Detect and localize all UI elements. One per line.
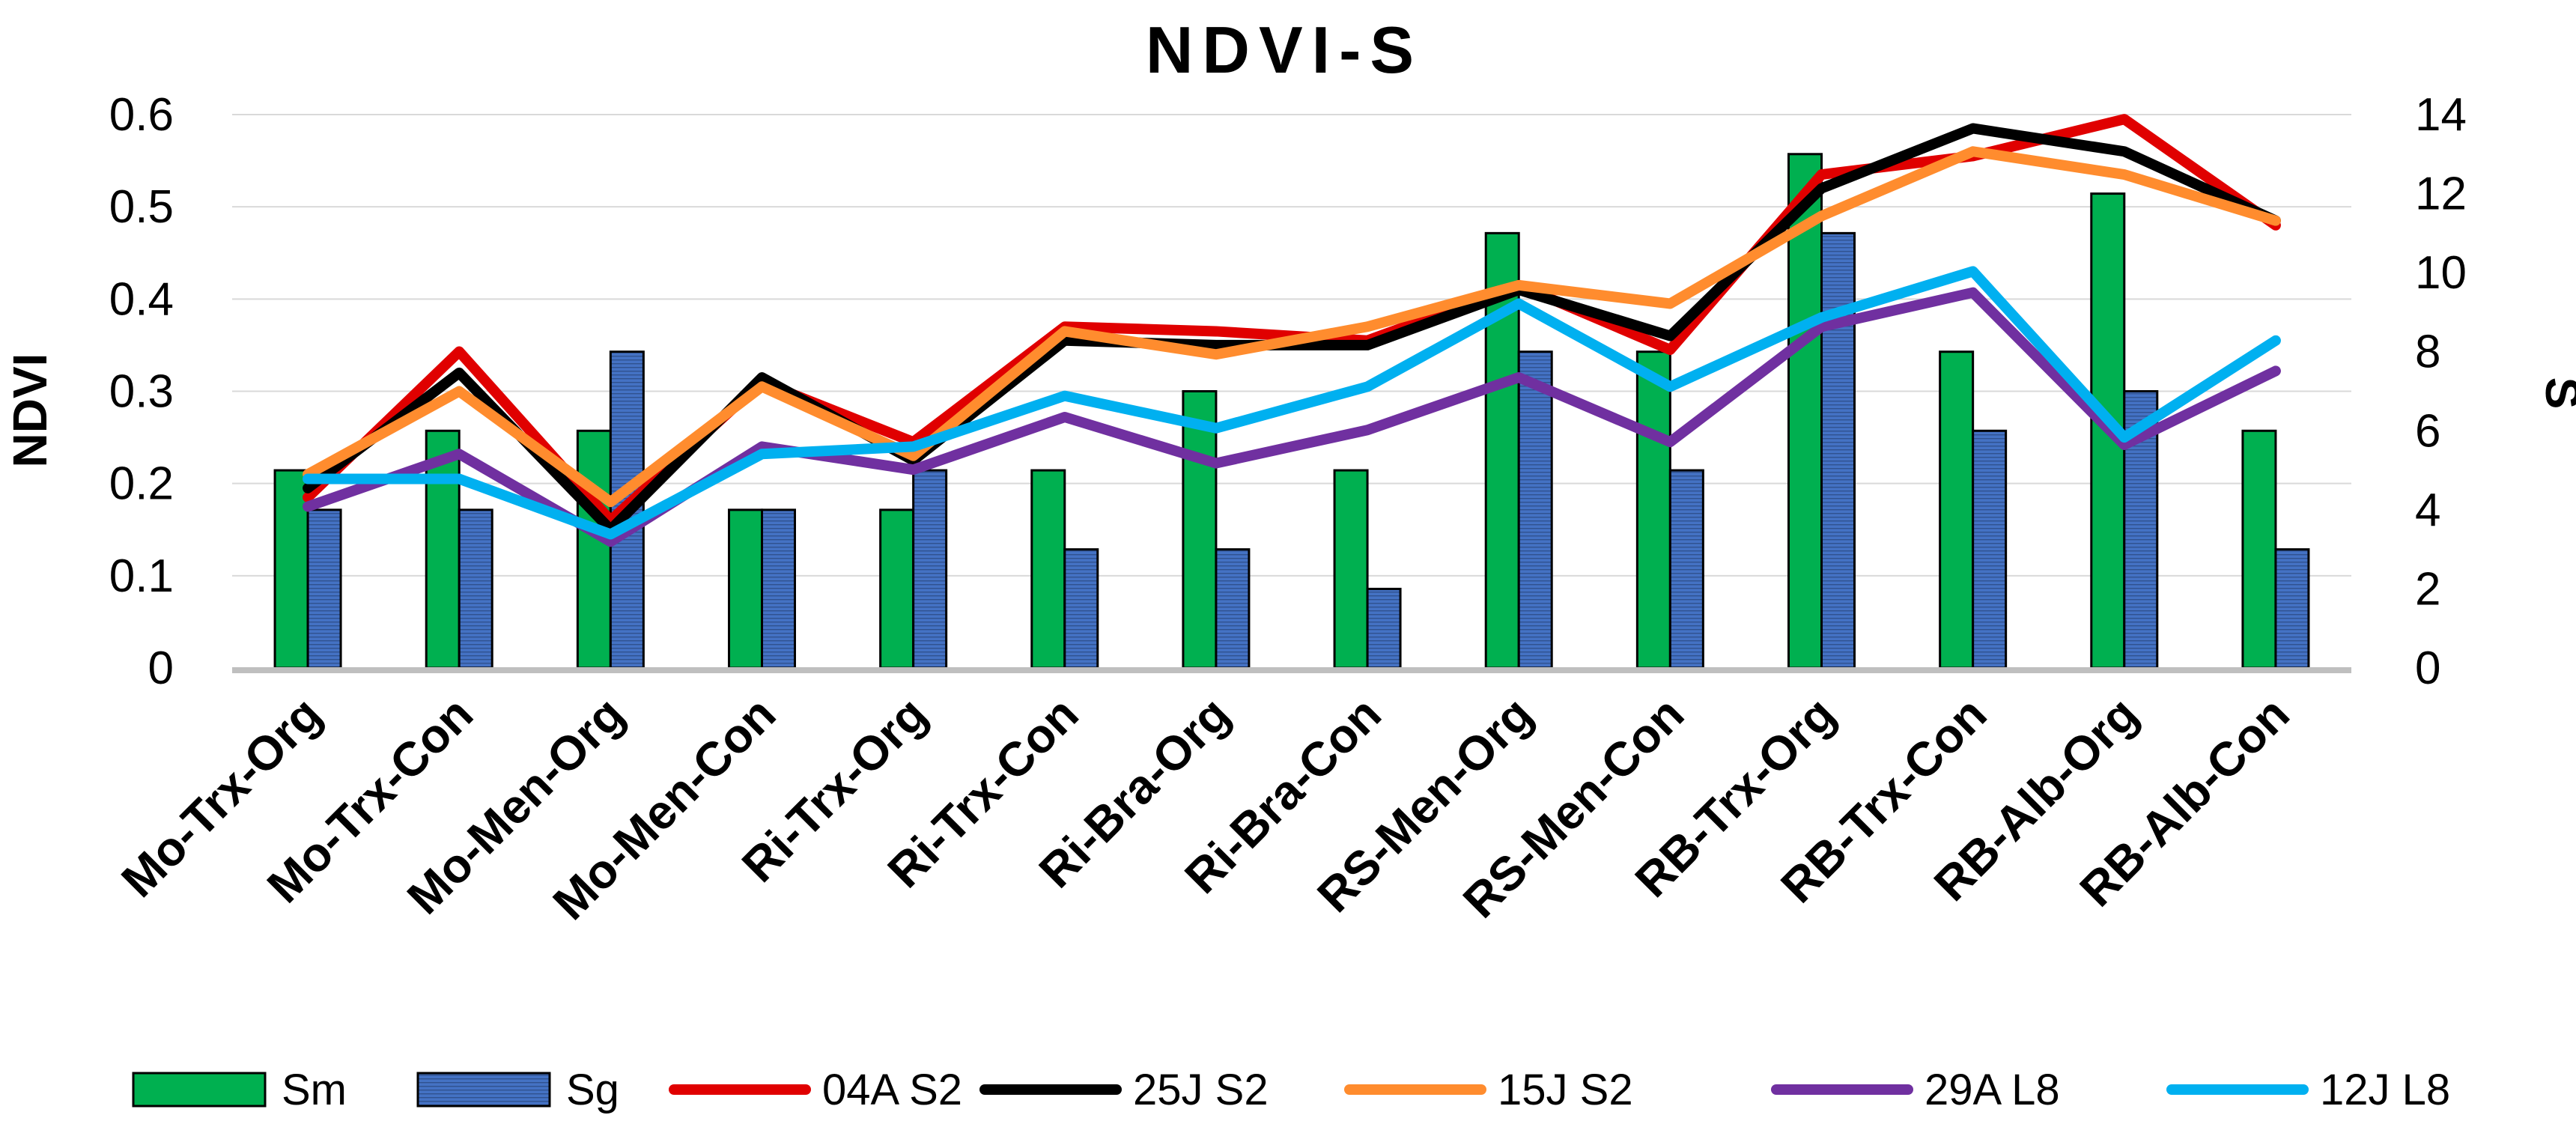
left-tick-label: 0.4 xyxy=(109,273,174,325)
left-tick-label: 0.5 xyxy=(109,181,174,233)
sg-bar xyxy=(1517,350,1553,669)
left-tick-label: 0.3 xyxy=(109,366,174,418)
legend-label: 29A L8 xyxy=(1925,1066,2060,1114)
lines-layer xyxy=(303,114,2281,547)
sm-bar xyxy=(1030,469,1066,669)
left-tick-label: 0.2 xyxy=(109,458,174,510)
series-line-15j-s2 xyxy=(303,146,2281,508)
right-tick-label: 2 xyxy=(2415,563,2440,615)
y-axis-label: NDVI xyxy=(3,353,57,468)
legend-label: 04A S2 xyxy=(822,1066,962,1114)
legend-swatch-sm xyxy=(132,1072,267,1108)
sm-bar xyxy=(728,508,763,669)
left-axis-ticks: 0 0.1 0.2 0.3 0.4 0.5 0.6 xyxy=(109,89,174,694)
legend-swatch-sg xyxy=(416,1072,551,1108)
sg-bar xyxy=(306,508,342,669)
right-axis-ticks: 0 2 4 6 8 10 12 14 xyxy=(2415,89,2467,694)
right-tick-label: 4 xyxy=(2415,484,2440,536)
legend-label: 12J L8 xyxy=(2320,1066,2450,1114)
y2-axis-label: S xyxy=(2536,377,2576,410)
sm-bar xyxy=(1787,153,1823,669)
legend-label: 15J S2 xyxy=(1498,1066,1633,1114)
right-tick-label: 12 xyxy=(2415,168,2467,220)
right-tick-label: 0 xyxy=(2415,643,2440,694)
sg-bar xyxy=(1063,548,1099,669)
sm-bar xyxy=(1635,350,1671,669)
sm-bar xyxy=(2241,429,2277,669)
left-tick-label: 0 xyxy=(148,643,174,694)
series-line-12j-l8 xyxy=(303,266,2281,540)
right-tick-label: 14 xyxy=(2415,89,2467,141)
chart-title: NDVI-S xyxy=(1146,13,1423,87)
sg-bar xyxy=(458,508,493,669)
sg-bar xyxy=(1215,548,1251,669)
legend: Sm Sg 04A S2 25J S2 15J S2 29A L8 12J L8 xyxy=(132,1066,2450,1114)
right-tick-label: 10 xyxy=(2415,247,2467,299)
sg-bar xyxy=(761,508,796,669)
sm-bar xyxy=(879,508,915,669)
sm-bar xyxy=(273,469,309,669)
sg-bar xyxy=(1668,469,1704,669)
legend-label: Sm xyxy=(282,1066,347,1114)
legend-label: 25J S2 xyxy=(1133,1066,1269,1114)
sm-bar xyxy=(1182,390,1218,669)
left-tick-label: 0.6 xyxy=(109,89,174,141)
sg-bar xyxy=(912,469,948,669)
sg-bar xyxy=(1972,429,2008,669)
legend-label: Sg xyxy=(566,1066,619,1114)
left-tick-label: 0.1 xyxy=(109,550,174,602)
bars-layer xyxy=(273,153,2310,669)
sg-bar xyxy=(2274,548,2310,669)
right-tick-label: 6 xyxy=(2415,405,2440,457)
sm-bar xyxy=(576,429,612,669)
sg-bar xyxy=(1820,231,1856,669)
right-tick-label: 8 xyxy=(2415,326,2440,378)
sm-bar xyxy=(1333,469,1369,669)
sg-bar xyxy=(1366,587,1402,669)
sm-bar xyxy=(1939,350,1975,669)
